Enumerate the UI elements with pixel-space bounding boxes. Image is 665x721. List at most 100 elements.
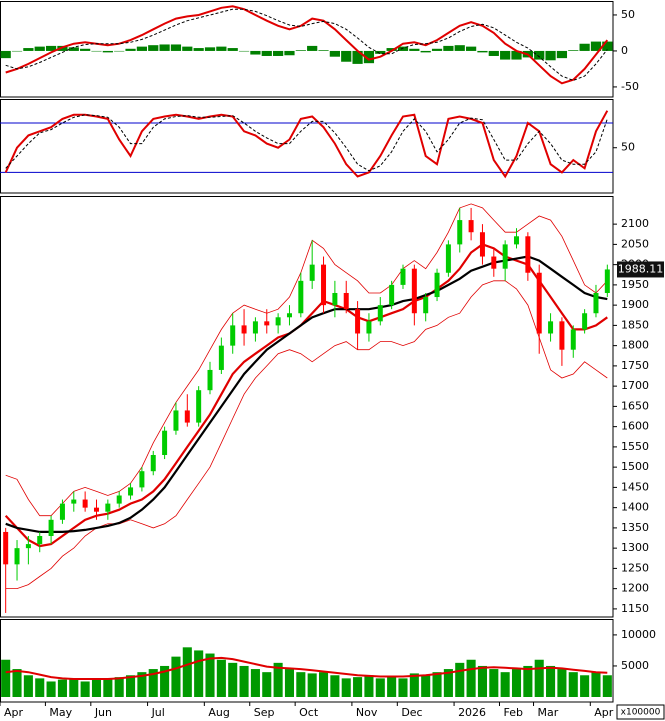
candle-body: [48, 519, 54, 536]
panel-frame: [0, 1, 614, 98]
volume-bar: [69, 678, 79, 697]
volume-bar: [239, 665, 249, 697]
x-tick-label: Jul: [151, 706, 165, 719]
y-tick-label: 1650: [621, 399, 649, 412]
histogram-bar: [170, 44, 182, 51]
volume-bar: [591, 672, 601, 697]
candle-body: [71, 499, 77, 504]
histogram-bar: [227, 48, 238, 51]
volume-bar: [126, 675, 136, 697]
volume-bar: [12, 669, 22, 697]
candle-body: [173, 410, 179, 431]
last-price-box: [617, 261, 664, 278]
volume-bar: [137, 672, 147, 697]
y-tick-label: -50: [621, 80, 639, 93]
y-tick-label: 0: [621, 44, 628, 57]
candle-body: [184, 410, 190, 423]
histogram-bar: [352, 50, 363, 64]
candle-body: [128, 487, 134, 496]
volume-bar: [216, 659, 226, 697]
series-line: [5, 203, 608, 517]
volume-bar: [182, 647, 192, 697]
y-tick-label: 1750: [621, 359, 649, 372]
volume-bar: [330, 675, 340, 697]
volume-bar: [341, 678, 351, 697]
y-tick-label: 1250: [621, 561, 649, 574]
candle-body: [37, 535, 43, 545]
volume-bar: [500, 672, 510, 697]
series-line: [5, 5, 609, 85]
candle-body: [139, 471, 145, 488]
histogram-bar: [284, 50, 295, 56]
histogram-bar: [341, 50, 352, 62]
histogram-bar: [238, 50, 250, 52]
candle-body: [525, 236, 531, 273]
x-tick-label: Aug: [208, 706, 229, 719]
histogram-bar: [556, 50, 568, 59]
volume-bar: [103, 678, 113, 697]
x-tick-label: Dec: [401, 706, 422, 719]
candle-body: [536, 272, 542, 334]
volume-bar: [284, 669, 295, 697]
x-tick-label: Apr: [4, 706, 24, 719]
candle-body: [593, 292, 599, 314]
x-tick-label: Sep: [254, 706, 275, 719]
x-tick-label: Feb: [503, 706, 522, 719]
unit-label: x100000: [621, 708, 661, 718]
candle-body: [570, 329, 576, 350]
histogram-bar: [23, 48, 34, 51]
volume-bar: [228, 662, 238, 697]
candle-body: [343, 292, 349, 310]
histogram-bar: [57, 45, 68, 51]
candle-body: [230, 325, 236, 346]
histogram-bar: [0, 50, 11, 59]
histogram-bar: [386, 48, 397, 51]
histogram-bar: [318, 50, 329, 51]
volume-bar: [91, 679, 102, 697]
y-tick-label: 1500: [621, 460, 649, 473]
volume-bar: [262, 672, 272, 697]
histogram-bar: [534, 50, 545, 60]
histogram-bar: [45, 45, 57, 51]
series-line: [5, 280, 608, 589]
histogram-bar: [11, 50, 23, 52]
y-tick-label: 1450: [621, 480, 649, 493]
volume-bar: [432, 672, 442, 697]
candle-body: [264, 321, 270, 326]
histogram-bar: [125, 48, 136, 51]
histogram-bar: [80, 48, 91, 51]
volume-bar: [80, 681, 90, 697]
candle-body: [286, 313, 292, 318]
volume-bar: [160, 665, 170, 697]
y-tick-label: 10000: [621, 628, 656, 641]
histogram-bar: [397, 46, 409, 51]
histogram-bar: [409, 48, 420, 51]
candle-body: [604, 269, 610, 293]
panel-frame: [0, 99, 614, 194]
candle-body: [59, 503, 65, 520]
candle-body: [411, 268, 417, 314]
histogram-bar: [136, 46, 148, 51]
x-tick-label: Nov: [356, 706, 378, 719]
volume-bar: [273, 662, 283, 697]
candle-body: [162, 430, 168, 455]
volume-bar: [511, 669, 522, 697]
candle-body: [445, 244, 451, 273]
panel-frame: [0, 619, 614, 703]
panel-frame: [0, 196, 614, 618]
candle-body: [105, 503, 111, 512]
histogram-bar: [148, 45, 159, 51]
histogram-bar: [204, 47, 216, 51]
volume-bar: [568, 672, 578, 697]
histogram-bar: [295, 50, 306, 51]
candle-body: [491, 256, 497, 269]
volume-bar: [57, 679, 67, 697]
volume-bar: [546, 665, 556, 697]
candle-body: [457, 220, 463, 245]
y-tick-label: 1400: [621, 501, 649, 514]
y-tick-label: 1350: [621, 521, 649, 534]
volume-bar: [375, 678, 385, 697]
histogram-bar: [216, 46, 227, 51]
y-tick-label: 1800: [621, 339, 649, 352]
